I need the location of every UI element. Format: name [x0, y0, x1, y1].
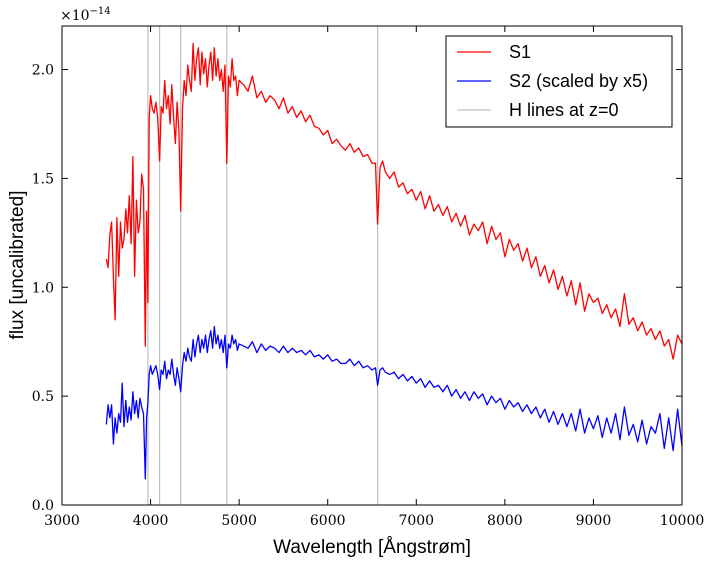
legend: S1 S2 (scaled by x5) H lines at z=0	[445, 35, 673, 128]
y-tick-label: 0.5	[32, 389, 54, 405]
legend-label-h-lines: H lines at z=0	[509, 100, 619, 120]
x-tick-label: 10000	[660, 513, 705, 529]
x-tick-label: 7000	[398, 513, 434, 529]
x-tick-label: 9000	[576, 513, 612, 529]
ticks-layer	[61, 26, 683, 506]
x-tick-label: 8000	[487, 513, 523, 529]
y-tick-label: 1.5	[32, 171, 54, 187]
x-tick-label: 6000	[310, 513, 346, 529]
plot-frame	[61, 25, 683, 506]
y-axis-title: flux [uncalibrated]	[7, 191, 28, 340]
plot-area	[61, 25, 683, 506]
x-tick-label: 4000	[133, 513, 169, 529]
y-tick-label: 1.0	[32, 280, 54, 296]
legend-label-s2: S2 (scaled by x5)	[509, 71, 648, 91]
x-tick-label: 3000	[44, 513, 80, 529]
y-tick-label: 2.0	[32, 63, 54, 79]
x-tick-labels: 3000 4000 5000 6000 7000 8000 9000 10000	[44, 513, 704, 529]
series-line-s1	[105, 42, 683, 360]
y-tick-labels: 0.0 0.5 1.0 1.5 2.0	[32, 63, 54, 514]
x-tick-label: 5000	[221, 513, 257, 529]
y-tick-label: 0.0	[32, 498, 54, 514]
series-line-s2	[105, 325, 683, 480]
legend-label-s1: S1	[509, 42, 531, 62]
y-scale-multiplier: ×10−14	[60, 6, 111, 24]
x-axis-title: Wavelength [Ångstrøm]	[273, 537, 471, 558]
series-layer	[105, 42, 683, 480]
h-lines-layer	[147, 26, 379, 505]
